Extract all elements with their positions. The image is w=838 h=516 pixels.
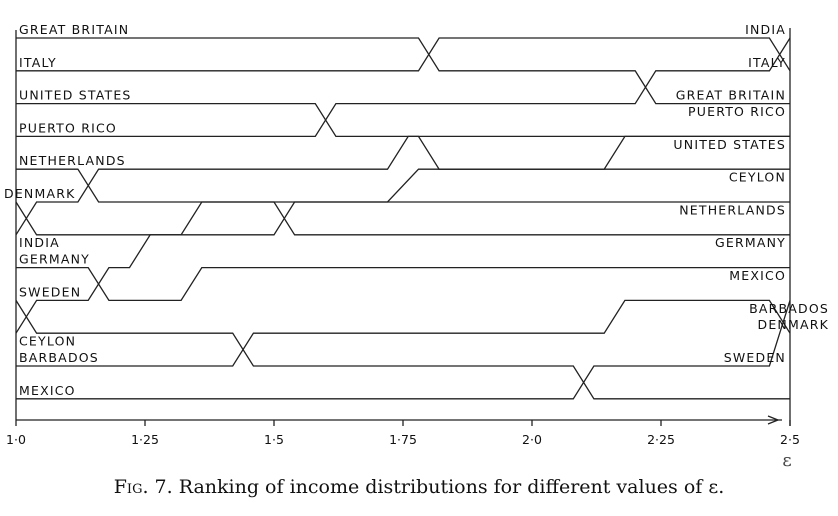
caption-fig-label: Fig. 7. (113, 476, 173, 498)
x-tick-label-1-0: 1·0 (6, 432, 26, 447)
x-tick-label-2-0: 2·0 (522, 432, 542, 447)
right-label-mexico: MEXICO (729, 268, 786, 283)
right-label-india: INDIA (745, 22, 786, 37)
x-tick-label-2-5: 2·5 (780, 432, 800, 447)
right-label-ceylon: CEYLON (729, 170, 786, 185)
x-tick-label-1-75: 1·75 (389, 432, 417, 447)
left-label-india: INDIA (19, 235, 60, 250)
right-label-barbados: BARBADOS (749, 301, 829, 316)
right-label-denmark: DENMARK (758, 317, 830, 332)
left-label-netherlands: NETHERLANDS (19, 153, 126, 168)
right-label-italy: ITALY (748, 55, 786, 70)
x-axis-label: ε (782, 450, 791, 471)
series-line-india (15, 135, 790, 236)
left-label-barbados: BARBADOS (19, 350, 99, 365)
right-label-great-britain: GREAT BRITAIN (676, 88, 786, 103)
series-line-mexico (16, 300, 791, 400)
series-line-great-britain (16, 37, 790, 105)
series-line-barbados (16, 299, 791, 367)
right-label-netherlands: NETHERLANDS (679, 202, 786, 217)
left-label-united-states: UNITED STATES (19, 88, 132, 103)
right-label-united-states: UNITED STATES (673, 137, 786, 152)
x-tick-label-1-5: 1·5 (264, 432, 284, 447)
left-label-italy: ITALY (19, 55, 57, 70)
series-line-germany (16, 266, 790, 302)
left-label-puerto-rico: PUERTO RICO (19, 120, 117, 135)
x-axis: 1·0 1·25 1·5 1·75 2·0 2·25 2·5 (6, 28, 800, 447)
series-line-netherlands (16, 168, 790, 236)
series-lines (15, 37, 791, 400)
left-label-ceylon: CEYLON (19, 334, 76, 349)
right-label-sweden: SWEDEN (724, 350, 786, 365)
left-label-sweden: SWEDEN (19, 284, 81, 299)
x-tick-label-1-25: 1·25 (131, 432, 159, 447)
right-label-germany: GERMANY (715, 235, 786, 250)
x-tick-label-2-25: 2·25 (647, 432, 675, 447)
figure-caption: Fig. 7. Ranking of income distributions … (0, 476, 838, 498)
series-line-italy (16, 37, 791, 72)
left-label-mexico: MEXICO (19, 383, 76, 398)
left-label-germany: GERMANY (19, 252, 90, 267)
x-axis-arrow (767, 415, 780, 425)
left-labels: GREAT BRITAIN ITALY UNITED STATES PUERTO RI… (4, 22, 132, 398)
caption-text: Ranking of income distributions for diff… (178, 476, 725, 498)
right-label-puerto-rico: PUERTO RICO (688, 104, 786, 119)
series-line-ceylon (15, 201, 790, 334)
series-line-sweden (15, 300, 790, 400)
series-line-puerto-rico (16, 37, 791, 138)
left-label-great-britain: GREAT BRITAIN (19, 22, 129, 37)
left-label-denmark: DENMARK (4, 186, 76, 201)
